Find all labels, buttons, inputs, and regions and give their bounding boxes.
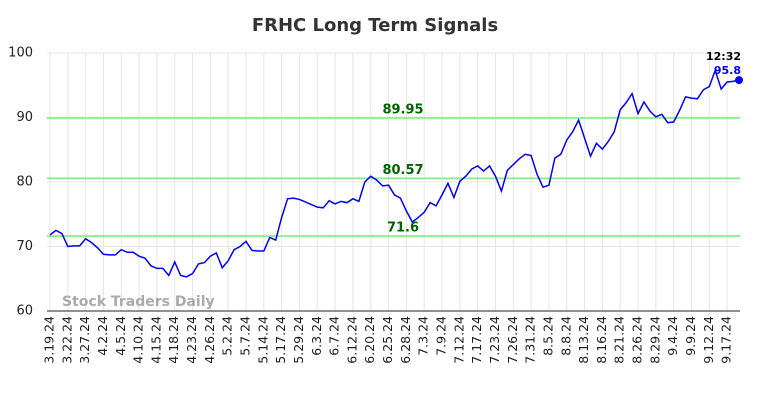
price-line xyxy=(49,68,740,278)
x-tick-label: 6.3.24 xyxy=(309,316,324,356)
x-tick-label: 4.18.24 xyxy=(166,316,181,364)
x-tick-label: 3.22.24 xyxy=(59,316,74,364)
y-tick-label: 100 xyxy=(8,46,33,61)
x-tick-label: 9.4.24 xyxy=(665,316,680,356)
x-tick-label: 5.7.24 xyxy=(238,316,253,356)
signal-label: 80.57 xyxy=(382,163,423,178)
chart-title: FRHC Long Term Signals xyxy=(252,15,498,36)
y-tick-label: 60 xyxy=(16,304,33,319)
x-tick-label: 7.23.24 xyxy=(487,316,502,364)
x-tick-label: 8.21.24 xyxy=(612,316,627,364)
x-tick-label: 8.13.24 xyxy=(576,316,591,364)
x-tick-label: 3.19.24 xyxy=(42,316,57,364)
watermark: Stock Traders Daily xyxy=(62,294,215,310)
x-tick-label: 6.28.24 xyxy=(398,316,413,364)
last-time: 12:32 xyxy=(706,50,741,63)
x-tick-label: 4.10.24 xyxy=(131,316,146,364)
x-tick-label: 6.7.24 xyxy=(327,316,342,356)
y-tick-label: 90 xyxy=(16,110,33,125)
x-tick-label: 6.12.24 xyxy=(344,316,359,364)
x-tick-label: 7.26.24 xyxy=(505,316,520,364)
x-tick-label: 8.26.24 xyxy=(630,316,645,364)
x-tick-label: 7.9.24 xyxy=(434,316,449,356)
x-tick-label: 7.12.24 xyxy=(451,316,466,364)
y-tick-label: 80 xyxy=(16,175,33,190)
x-tick-label: 4.2.24 xyxy=(95,316,110,356)
y-tick-label: 70 xyxy=(16,239,33,254)
x-tick-label: 8.29.24 xyxy=(647,316,662,364)
x-tick-label: 9.17.24 xyxy=(719,316,734,364)
signal-label: 71.6 xyxy=(387,221,419,236)
x-tick-label: 6.25.24 xyxy=(380,316,395,364)
x-tick-label: 4.15.24 xyxy=(148,316,163,364)
x-tick-label: 9.12.24 xyxy=(701,316,716,364)
x-tick-label: 6.20.24 xyxy=(362,316,377,364)
x-tick-label: 5.14.24 xyxy=(255,316,270,364)
x-tick-label: 5.2.24 xyxy=(220,316,235,356)
x-tick-label: 5.17.24 xyxy=(273,316,288,364)
x-tick-label: 7.3.24 xyxy=(416,316,431,356)
x-tick-label: 7.17.24 xyxy=(469,316,484,364)
x-tick-label: 4.5.24 xyxy=(113,316,128,356)
last-value: 95.8 xyxy=(714,64,741,77)
signal-label: 89.95 xyxy=(382,102,423,117)
x-tick-label: 8.5.24 xyxy=(540,316,555,356)
x-tick-label: 8.8.24 xyxy=(558,316,573,356)
last-point xyxy=(735,76,743,85)
x-tick-label: 8.16.24 xyxy=(594,316,609,364)
x-tick-label: 7.31.24 xyxy=(523,316,538,364)
x-tick-label: 9.9.24 xyxy=(683,316,698,356)
x-tick-label: 5.29.24 xyxy=(291,316,306,364)
x-tick-label: 3.27.24 xyxy=(77,316,92,364)
x-tick-label: 4.26.24 xyxy=(202,316,217,364)
x-tick-label: 4.23.24 xyxy=(184,316,199,364)
